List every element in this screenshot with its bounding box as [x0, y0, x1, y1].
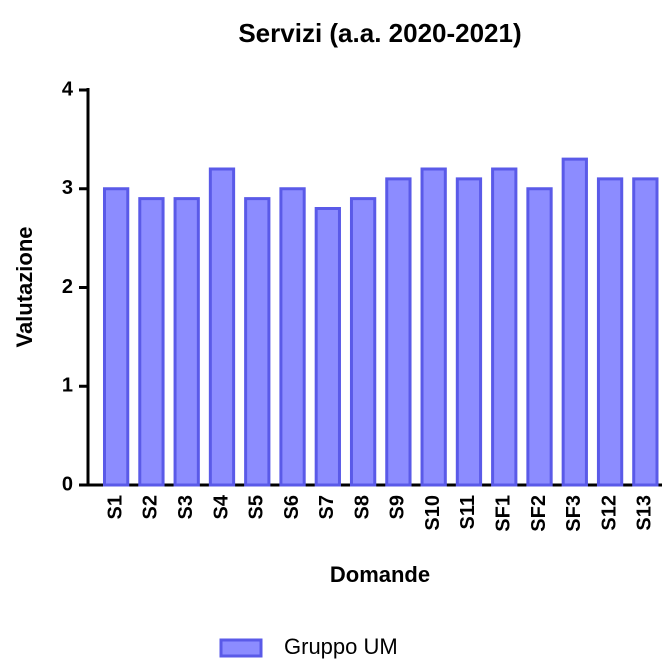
bar — [491, 167, 518, 487]
x-tick-label: S7 — [316, 495, 338, 519]
y-tick-label: 3 — [62, 177, 73, 199]
bar — [455, 177, 483, 487]
x-tick-label: SF2 — [528, 495, 550, 532]
bar — [279, 187, 306, 487]
x-tick-label: S10 — [422, 495, 444, 531]
bar — [349, 197, 377, 487]
x-tick-label: S6 — [281, 495, 303, 519]
bar — [420, 167, 447, 487]
y-tick-label: 4 — [62, 78, 74, 100]
y-axis-label: Valutazione — [12, 226, 37, 347]
x-tick-label: S13 — [634, 495, 656, 531]
x-tick-label: S11 — [457, 495, 479, 529]
x-tick-label: S12 — [598, 495, 620, 531]
x-tick-label: S1 — [104, 495, 126, 519]
x-tick-label: SF1 — [493, 495, 515, 532]
x-tick-label: S8 — [351, 495, 373, 519]
bar — [173, 197, 200, 487]
x-tick-label: SF3 — [563, 495, 585, 532]
x-axis-label: Domande — [330, 562, 430, 587]
bar — [138, 197, 165, 487]
bar — [526, 187, 553, 487]
x-tick-label: S5 — [246, 495, 268, 519]
bar — [102, 187, 130, 487]
y-tick-label: 0 — [62, 473, 73, 495]
bar — [385, 177, 412, 487]
bar — [314, 207, 341, 487]
bar — [208, 167, 236, 487]
y-tick-label: 2 — [62, 276, 73, 298]
x-tick-label: S2 — [140, 495, 162, 519]
bar — [596, 177, 624, 487]
chart-title: Servizi (a.a. 2020-2021) — [238, 18, 521, 48]
bar — [632, 177, 659, 487]
bar — [244, 197, 271, 487]
x-tick-label: S3 — [175, 495, 197, 519]
y-tick-label: 1 — [62, 375, 73, 397]
legend-swatch — [219, 638, 263, 658]
x-tick-label: S9 — [387, 495, 409, 519]
bar — [561, 157, 588, 487]
legend-label: Gruppo UM — [284, 634, 398, 659]
x-tick-label: S4 — [210, 494, 232, 519]
